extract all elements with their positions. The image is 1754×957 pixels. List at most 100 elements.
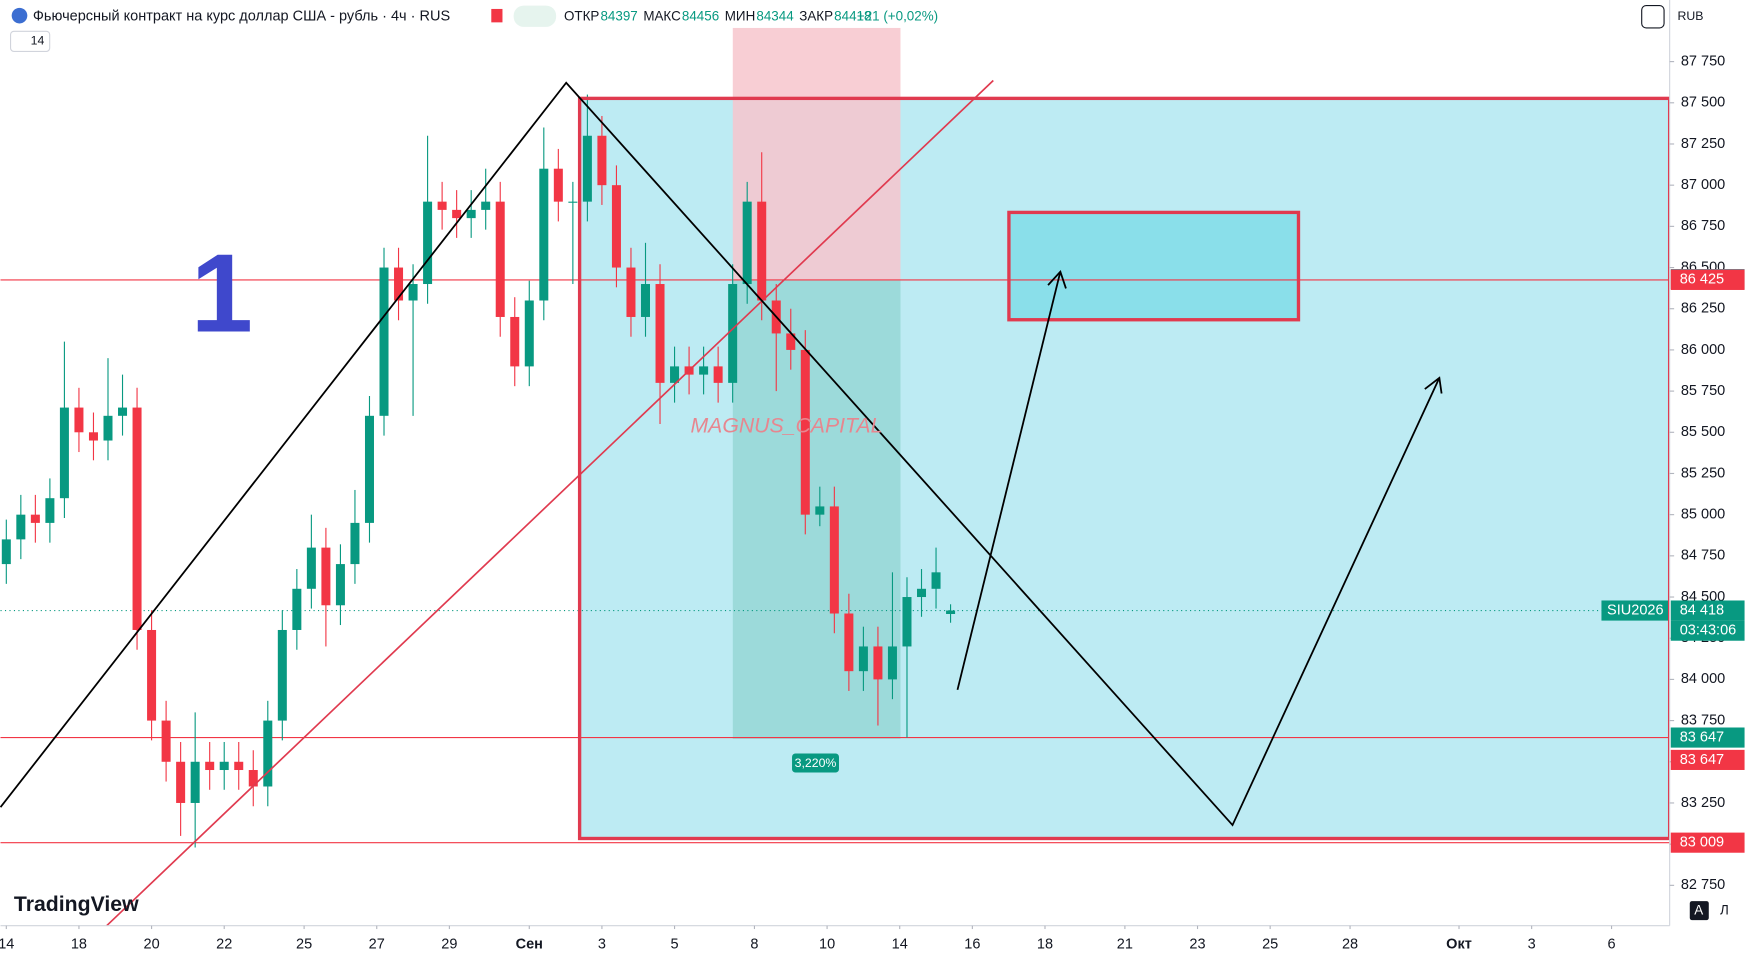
x-tick-label: 3 (598, 937, 606, 953)
header: Фьючерсный контракт на курс доллар США -… (9, 5, 1729, 921)
x-tick-label: 23 (1189, 937, 1205, 953)
x-tick-label: 21 (1117, 937, 1133, 953)
candle-body (437, 201, 447, 210)
y-tick-label: 86 250 (1681, 301, 1725, 317)
y-tick-label: 84 000 (1681, 671, 1725, 687)
candle-body (394, 267, 404, 301)
auto-button[interactable] (1689, 901, 1709, 921)
candle-body (45, 498, 55, 523)
candle-body (917, 588, 927, 598)
x-tick-label: 16 (964, 937, 980, 953)
price-axis-bg (1669, 0, 1754, 957)
y-tick-label: 83 750 (1681, 712, 1725, 728)
candle-body (858, 646, 868, 672)
arrow-head (1047, 269, 1067, 289)
candle-body (481, 201, 491, 210)
candle-body (16, 514, 26, 540)
candle-body (800, 349, 810, 515)
price-badge (1670, 832, 1745, 853)
ohlc-label: ОТКР (564, 8, 599, 23)
price-badge-label: 83 647 (1680, 729, 1724, 745)
candle-body (524, 300, 534, 367)
target-box-border (1007, 210, 1301, 322)
candle-body (306, 547, 316, 589)
candle-body (59, 407, 69, 499)
watermark: MAGNUS_CAPITAL (690, 414, 882, 438)
candle-body (902, 597, 912, 647)
y-tick-label: 83 250 (1681, 795, 1725, 811)
candle-body (553, 168, 563, 202)
y-tick-label: 85 500 (1681, 424, 1725, 440)
y-tick-label: 87 500 (1681, 95, 1725, 111)
candle-body (699, 366, 709, 375)
candle-body (103, 415, 113, 441)
screenshot-button[interactable] (1641, 5, 1665, 29)
candle-body (582, 135, 592, 202)
measure-label: 3,220% (795, 756, 837, 770)
candle-body (887, 646, 897, 680)
status-pill (513, 5, 557, 27)
candle-body (1, 539, 11, 565)
candle-body (408, 284, 418, 301)
y-tick-label: 85 000 (1681, 507, 1725, 523)
candle-body (147, 629, 157, 721)
candle-body (597, 135, 607, 186)
candle-body (670, 366, 680, 383)
candle-body (640, 284, 651, 317)
candle-body (364, 415, 374, 523)
currency[interactable]: RUB (1677, 9, 1703, 23)
price-badge-label: 83 647 (1680, 752, 1724, 768)
candle-body (626, 267, 636, 317)
plot: SIU2026 (0, 94, 1670, 848)
y-tick-label: 87 000 (1681, 177, 1725, 193)
candle-body (234, 761, 244, 771)
y-tick-label: 85 750 (1681, 383, 1725, 399)
auto-label[interactable]: A (1694, 903, 1703, 918)
candle-body (931, 572, 941, 589)
log-label[interactable]: Л (1720, 903, 1729, 918)
candle-body (248, 770, 258, 787)
x-tick-label: 29 (441, 937, 457, 953)
x-tick-label: Сен (516, 937, 543, 953)
candle-body (655, 284, 665, 383)
candle-body (335, 564, 345, 606)
symbol-title: Фьючерсный контракт на курс доллар США -… (33, 9, 451, 25)
candle-body (161, 720, 171, 762)
x-tick-label: 5 (671, 937, 679, 953)
candle-body (30, 514, 40, 523)
symbol-badge (1601, 600, 1669, 621)
x-tick-label: 8 (750, 937, 758, 953)
candle-body (263, 720, 273, 787)
candle-body (495, 201, 505, 317)
x-tick-label: 27 (369, 937, 385, 953)
y-tick-label: 87 750 (1681, 53, 1725, 69)
candle-body (757, 201, 767, 301)
x-tick-label: 6 (1608, 937, 1616, 953)
candle-body (539, 168, 549, 301)
indicator: 14 (31, 34, 45, 48)
candle-body (568, 201, 578, 203)
candle-body (873, 646, 883, 680)
x-tick-label: Окт (1446, 937, 1472, 953)
candle-body (728, 284, 738, 383)
x-tick-label: 25 (1262, 937, 1278, 953)
candle-body (946, 610, 956, 615)
target-box (1008, 212, 1299, 320)
x-tick-label: 28 (1342, 937, 1358, 953)
candle-body (829, 506, 839, 614)
price-badge (1670, 749, 1745, 770)
x-tick-label: 14 (0, 937, 14, 953)
y-tick-label: 86 750 (1681, 218, 1725, 234)
price-badge (1670, 727, 1745, 748)
candle-body (379, 267, 389, 416)
trend-line-black (0, 81, 1441, 827)
candle-body (118, 407, 128, 416)
time-axis-bg (0, 925, 1754, 957)
x-tick-label: 25 (296, 937, 312, 953)
y-tick-label: 82 750 (1681, 877, 1725, 893)
candle-body (292, 588, 302, 630)
candle-body (205, 761, 215, 771)
